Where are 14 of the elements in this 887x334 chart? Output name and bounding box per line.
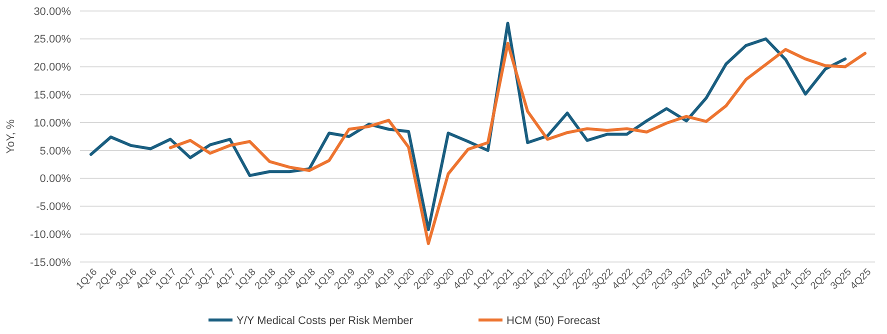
- y-tick-label: 0.00%: [40, 173, 72, 186]
- y-tick-label: 10.00%: [34, 117, 72, 130]
- y-tick-label: -15.00%: [30, 256, 72, 269]
- line-series: [168, 42, 866, 246]
- y-tick-label: 5.00%: [40, 145, 72, 158]
- y-tick-label: -10.00%: [30, 228, 72, 241]
- y-tick-label: 20.00%: [34, 62, 72, 74]
- y-tick-label: 30.00%: [34, 6, 72, 18]
- legend-label: HCM (50) Forecast: [506, 314, 600, 327]
- y-tick-label: 15.00%: [34, 90, 72, 102]
- y-tick-label: 25.00%: [34, 34, 72, 46]
- legend-label: Y/Y Medical Costs per Risk Member: [236, 314, 414, 327]
- y-tick-label: -5.00%: [36, 201, 72, 214]
- y-axis-title: YoY, %: [5, 119, 17, 154]
